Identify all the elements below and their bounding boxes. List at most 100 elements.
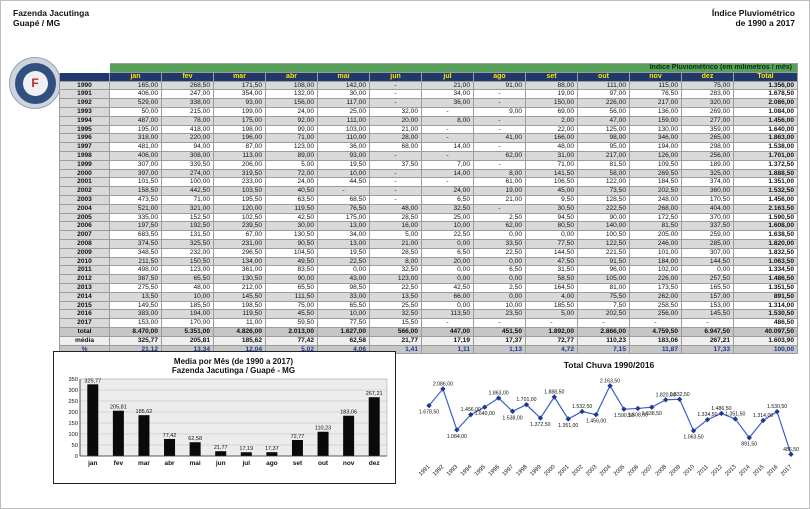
year-cell: 2002 — [59, 186, 110, 196]
line-chart-svg: Total Chuva 1990/2016 1.678,50 1991 2.086,0… — [418, 360, 799, 478]
report-title: Índice Pluviométrico — [711, 8, 795, 18]
value-cell: 77,50 — [317, 318, 370, 328]
value-cell: 49,50 — [265, 256, 318, 267]
point-value-label: 1.530,50 — [767, 404, 787, 410]
value-cell: 48,00 — [369, 203, 422, 214]
value-cell: 13,00 — [317, 221, 370, 232]
value-cell: 144,50 — [525, 247, 578, 258]
point-value-label: 1.351,50 — [725, 411, 745, 417]
value-cell: 130,50 — [213, 274, 266, 284]
value-cell: 32,50 — [369, 309, 422, 320]
value-cell: 185,50 — [525, 300, 578, 311]
point-value-label: 1.638,50 — [642, 411, 662, 417]
value-cell: 145,50 — [213, 291, 266, 302]
value-cell: 172,50 — [629, 212, 682, 223]
value-cell: 256,00 — [681, 150, 734, 161]
value-cell: 212,00 — [213, 282, 266, 293]
point-value-label: 1.701,00 — [516, 397, 536, 403]
value-cell: 196,00 — [213, 133, 266, 144]
summary-value-cell: 325,77 — [109, 335, 162, 346]
table-row: 1992 529,00 338,00 93,00 156,00 117,00-36,00-… — [59, 98, 798, 108]
value-cell: 248,00 — [629, 194, 682, 205]
point-value-label: 1.084,00 — [447, 434, 467, 440]
value-cell: 31,50 — [525, 265, 578, 276]
value-cell: 165,00 — [109, 80, 162, 91]
value-cell: 120,00 — [213, 203, 266, 214]
value-cell: 24,00 — [421, 186, 474, 196]
value-cell: 153,00 — [109, 318, 162, 328]
year-cell: 2008 — [59, 238, 110, 249]
bar — [215, 451, 227, 456]
summary-value-cell: 447,00 — [421, 326, 474, 337]
summary-value-cell: 110,23 — [577, 335, 630, 346]
value-cell: 397,00 — [109, 168, 162, 179]
data-point-marker — [593, 411, 599, 418]
value-cell: 370,00 — [681, 212, 734, 223]
value-cell: 6,50 — [473, 265, 526, 276]
value-cell: 33,00 — [317, 291, 370, 302]
table-row: 2006 197,50 192,50 239,50 30,00 13,00 16,00 10,… — [59, 221, 798, 232]
point-value-label: 1.832,50 — [670, 392, 690, 398]
plot-area — [79, 378, 388, 457]
value-cell: 217,00 — [577, 150, 630, 161]
value-cell: 0,00 — [421, 300, 474, 311]
month-header: mai — [317, 71, 370, 82]
x-axis-year-label: 1993 — [446, 464, 459, 477]
value-cell: 45,00 — [525, 186, 578, 196]
bar-x-label: ago — [266, 460, 278, 467]
x-axis-year-label: 2008 — [655, 464, 668, 477]
value-cell: 28,00 — [369, 133, 422, 144]
value-cell: - — [369, 177, 422, 188]
total-column-header: Total — [733, 71, 798, 82]
value-cell: 226,00 — [629, 274, 682, 284]
table-row: 2008 374,50 325,50 231,00 90,50 13,00 21,00 0,0… — [59, 238, 798, 249]
point-value-label: 1.820,00 — [656, 392, 676, 398]
value-cell: 184,00 — [629, 256, 682, 267]
value-cell: 194,00 — [161, 309, 214, 320]
value-cell: 339,50 — [161, 159, 214, 170]
bar-x-label: set — [293, 460, 303, 467]
value-cell: 11,00 — [213, 318, 266, 328]
value-cell: 101,00 — [629, 247, 682, 258]
value-cell: 239,50 — [213, 221, 266, 232]
summary-label: média — [59, 335, 110, 346]
rainfall-table: Índice Pluviométrico (em milimetros / mê… — [59, 63, 798, 355]
corner-cell — [59, 63, 110, 73]
value-cell: 374,50 — [109, 238, 162, 249]
summary-value-cell: 7,15 — [577, 344, 630, 355]
row-total-cell: 1.084,00 — [733, 106, 798, 117]
value-cell: 0,00 — [421, 265, 474, 276]
value-cell: - — [421, 150, 474, 161]
value-cell: 226,00 — [577, 98, 630, 108]
value-cell: 22,00 — [525, 124, 578, 135]
value-cell: 24,00 — [265, 177, 318, 188]
value-cell: 8,00 — [421, 115, 474, 126]
value-cell: 45,50 — [265, 309, 318, 320]
bar-value-label: 185,62 — [136, 409, 153, 415]
row-total-cell: 2.163,50 — [733, 203, 798, 214]
y-axis-tick-label: 50 — [72, 443, 78, 449]
year-cell: 2013 — [59, 282, 110, 293]
value-cell: 166,00 — [525, 133, 578, 144]
value-cell: - — [317, 186, 370, 196]
year-cell: 1991 — [59, 89, 110, 100]
value-cell: 125,00 — [577, 124, 630, 135]
table-row: 2017 153,00 170,00 11,00 59,50 77,50 15,50- - - -… — [59, 318, 798, 328]
summary-value-cell: 451,50 — [473, 326, 526, 337]
bar-x-label: jan — [87, 460, 97, 467]
value-cell: 141,50 — [525, 168, 578, 179]
value-cell: - — [473, 318, 526, 328]
bar-x-label: nov — [343, 460, 355, 467]
value-cell: 78,00 — [161, 115, 214, 126]
bar-chart-svg: Media por Mês (de 1990 a 2017)Fazenda Ja… — [68, 357, 388, 467]
bar-chart-title: Media por Mês (de 1990 a 2017) — [174, 357, 294, 366]
bar-value-label: 21,77 — [214, 445, 228, 451]
value-cell: 14,00 — [421, 168, 474, 179]
value-cell: 152,50 — [161, 212, 214, 223]
value-cell: 93,00 — [213, 98, 266, 108]
y-axis-tick-label: 250 — [68, 399, 78, 405]
summary-value-cell: 1.627,00 — [317, 326, 370, 337]
value-cell: 8,00 — [369, 256, 422, 267]
x-axis-year-label: 1999 — [529, 464, 542, 477]
